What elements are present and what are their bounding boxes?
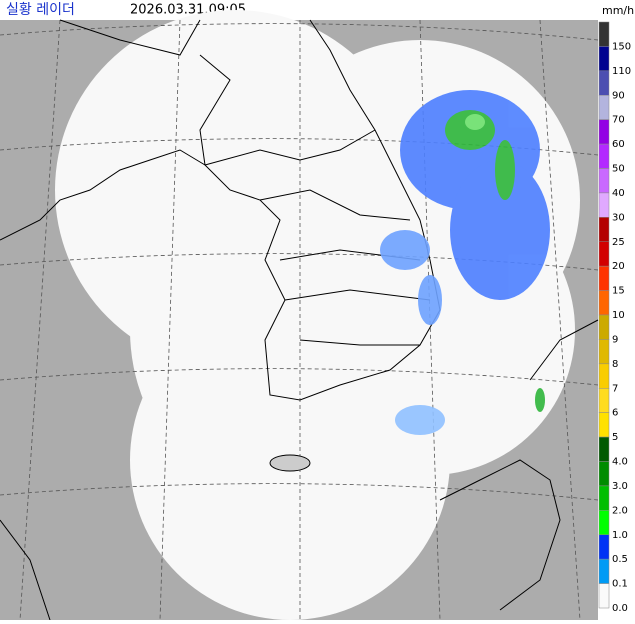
legend-swatch	[598, 339, 610, 365]
legend-label: 40	[612, 188, 625, 199]
legend-swatch	[598, 314, 610, 340]
legend-label: 8	[612, 359, 618, 370]
legend-label: 4.0	[612, 457, 628, 468]
legend-swatch	[598, 21, 610, 47]
legend-label: 1.0	[612, 530, 628, 541]
legend-swatch	[598, 363, 610, 389]
legend-label: 0.1	[612, 579, 628, 590]
legend-swatch	[598, 583, 610, 609]
legend-label: 5	[612, 432, 618, 443]
legend-label: 20	[612, 261, 625, 272]
legend-swatch	[598, 241, 610, 267]
legend-swatch	[598, 388, 610, 413]
legend-label: 7	[612, 383, 618, 394]
legend-label: 6	[612, 408, 618, 419]
map	[0, 10, 599, 621]
unit: mm/h	[602, 4, 634, 17]
legend-label: 50	[612, 164, 625, 175]
legend-swatch	[598, 290, 610, 316]
legend-swatch	[598, 70, 610, 96]
legend-label: 110	[612, 66, 631, 77]
legend-label: 90	[612, 90, 625, 101]
legend-swatch	[598, 436, 610, 462]
legend-swatch	[598, 485, 610, 511]
legend-swatch	[598, 534, 610, 560]
precipitation	[380, 90, 550, 435]
legend-swatch	[598, 95, 610, 120]
legend-label: 15	[612, 286, 625, 297]
legend-swatch	[598, 46, 610, 72]
legend-label: 0.0	[612, 603, 628, 614]
legend-label: 150	[612, 41, 631, 52]
legend-label: 0.5	[612, 554, 628, 565]
legend-swatch	[598, 265, 610, 291]
legend-label: 9	[612, 334, 618, 345]
legend-label: 10	[612, 310, 625, 321]
legend-swatch	[598, 217, 610, 242]
legend-swatch	[598, 510, 610, 536]
legend-label: 70	[612, 115, 625, 126]
legend-swatch	[598, 192, 610, 218]
legend-label: 25	[612, 237, 625, 248]
legend-swatch	[598, 168, 610, 194]
legend-label: 30	[612, 212, 625, 223]
title: 실황 레이더	[6, 2, 75, 18]
legend-label: 2.0	[612, 505, 628, 516]
legend-swatch	[598, 412, 610, 438]
legend-label: 60	[612, 139, 625, 150]
legend-swatch	[598, 119, 610, 145]
legend-swatch	[598, 558, 610, 584]
legend-swatch	[598, 143, 610, 169]
legend-label: 3.0	[612, 481, 628, 492]
legend-swatch	[598, 461, 610, 487]
